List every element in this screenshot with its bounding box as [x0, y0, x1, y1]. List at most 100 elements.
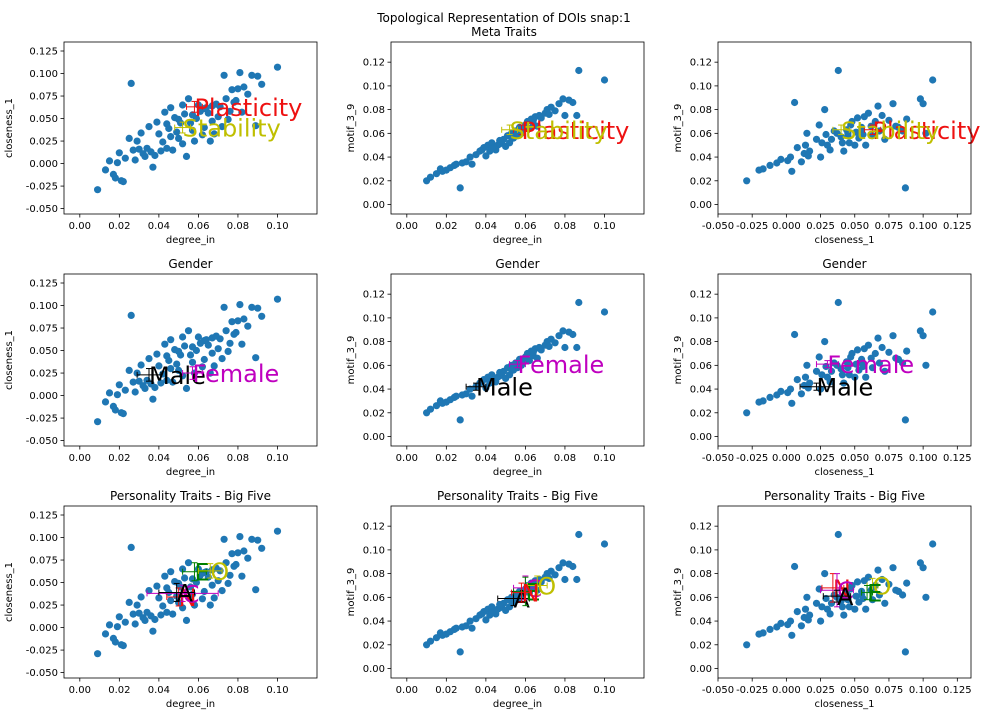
y-tick-label: 0.00 [690, 664, 712, 675]
scatter-point [826, 610, 834, 618]
scatter-point [561, 343, 569, 352]
scatter-point [119, 642, 127, 650]
scatter-point [153, 350, 161, 358]
x-tick-label: 0.04 [475, 221, 497, 232]
scatter-point [258, 80, 266, 88]
scatter-point [141, 152, 149, 160]
y-tick-label: 0.04 [690, 153, 712, 164]
scatter-point [559, 327, 567, 335]
scatter-point [125, 134, 133, 142]
scatter-point [452, 160, 460, 168]
scatter-point [244, 90, 252, 98]
scatter-point [788, 399, 796, 407]
scatter-point [848, 117, 856, 126]
x-tick-label: 0.10 [266, 453, 288, 464]
scatter-point [488, 609, 496, 617]
scatter-point [169, 378, 177, 386]
scatter-point [818, 139, 826, 147]
x-axis-label: closeness_1 [814, 467, 874, 478]
errorbar-stability: Stability [501, 117, 608, 145]
scatter-point [214, 113, 222, 121]
scatter-point [788, 631, 796, 639]
scatter-point [190, 601, 199, 609]
scatter-point [801, 605, 810, 613]
scatter-point [851, 605, 859, 613]
errorbar-n: N [511, 580, 539, 608]
scatter-point [743, 177, 751, 185]
x-tick-label: 0.02 [108, 453, 130, 464]
scatter-point [919, 564, 927, 572]
y-tick-label: 0.02 [690, 408, 712, 419]
y-tick-label: 0.00 [690, 200, 712, 211]
group-label-a: A [837, 583, 854, 611]
y-axis: 0.00 0.02 0.04 0.06 0.08 0.10 0.12 motif_3_9 [346, 290, 391, 443]
y-axis: 0.00 0.02 0.04 0.06 0.08 0.10 0.12 motif_3_9 [673, 522, 718, 675]
y-axis-label: motif_3_9 [673, 568, 684, 617]
scatter-point [184, 327, 193, 335]
y-tick-label: 0.02 [363, 176, 385, 187]
y-tick-label: 0.075 [29, 556, 58, 567]
x-axis: -0.050 -0.025 0.000 0.025 0.050 0.075 0.100 0.1… [702, 214, 972, 246]
y-tick-label: 0.050 [29, 578, 58, 589]
x-tick-label: 0.08 [554, 685, 576, 696]
scatter-point [94, 186, 102, 194]
x-tick-label: 0.075 [875, 685, 904, 696]
scatter-point [212, 332, 220, 340]
scatter-point [179, 101, 187, 109]
axes-frame [717, 41, 972, 215]
group-label-female: Female [518, 351, 605, 379]
scatter-point [113, 159, 121, 167]
y-axis-label: motif_3_9 [673, 336, 684, 385]
scatter-point [228, 86, 236, 94]
scatter-point [182, 152, 191, 160]
scatter-point [113, 623, 121, 631]
scatter-point [878, 575, 886, 584]
scatter-point [238, 572, 246, 580]
scatter-point [169, 146, 177, 154]
scatter-point [200, 123, 208, 132]
scatter-point [220, 535, 228, 543]
scatter-point [864, 573, 873, 581]
scatter-point [182, 384, 191, 392]
scatter-point [167, 365, 175, 373]
x-tick-label: 0.025 [806, 685, 835, 696]
scatter-point [167, 568, 175, 576]
scatter-point [452, 392, 460, 400]
axes-frame [390, 41, 645, 215]
y-tick-label: 0.000 [29, 159, 58, 170]
scatter-point [881, 135, 889, 143]
axes-frame [63, 41, 318, 215]
scatter-point [851, 373, 859, 381]
scatter-points [94, 63, 282, 194]
group-label-c: C [525, 575, 542, 603]
scatter-point [575, 530, 583, 539]
scatter-point [258, 544, 266, 552]
y-tick-label: 0.050 [29, 346, 58, 357]
scatter-points [423, 298, 609, 424]
scatter-point [210, 130, 218, 138]
scatter-point [208, 581, 216, 589]
y-tick-label: 0.02 [363, 640, 385, 651]
scatter-point [131, 620, 139, 628]
x-axis: 0.00 0.02 0.04 0.06 0.08 0.10 degree_in [396, 678, 616, 710]
scatter-point [432, 170, 441, 178]
scatter-point [817, 385, 825, 393]
scatter-point [200, 587, 208, 596]
scatter-point [248, 303, 256, 311]
y-tick-label: -0.025 [26, 646, 58, 657]
scatter-point [777, 387, 785, 395]
y-tick-label: 0.10 [363, 313, 385, 324]
x-axis: 0.00 0.02 0.04 0.06 0.08 0.10 degree_in [69, 678, 289, 710]
y-tick-label: 0.12 [363, 58, 385, 69]
scatter-point [94, 650, 102, 658]
scatter-point [273, 527, 282, 535]
scatter-point [129, 610, 137, 618]
scatter-point [537, 578, 545, 586]
scatter-point [812, 599, 821, 607]
y-tick-label: 0.100 [29, 69, 58, 80]
x-tick-label: 0.125 [943, 453, 972, 464]
y-axis-label: motif_3_9 [673, 104, 684, 153]
scatter-point [878, 343, 886, 352]
scatter-point [496, 368, 504, 377]
y-axis: 0.00 0.02 0.04 0.06 0.08 0.10 0.12 motif_3_9 [346, 522, 391, 675]
